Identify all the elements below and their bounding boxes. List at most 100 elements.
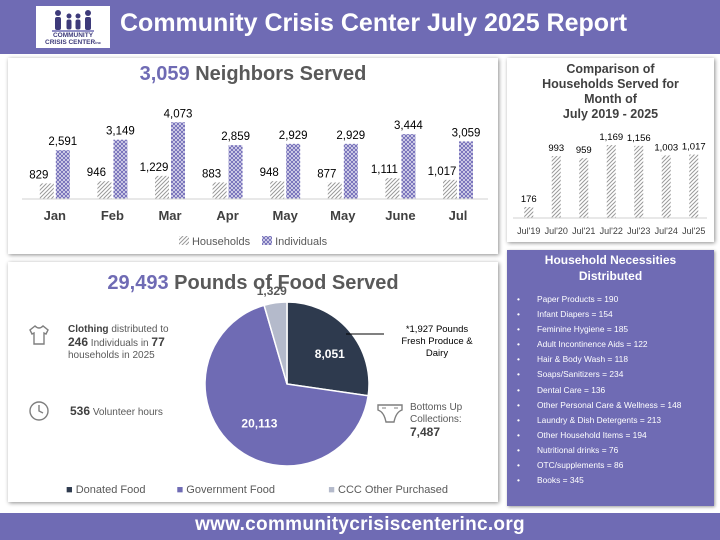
year-tick-label: Jul'22 bbox=[600, 226, 623, 236]
list-item: Other Household Items = 194 bbox=[507, 428, 714, 443]
legend-donated: ■ Donated Food bbox=[66, 484, 146, 496]
july-bar bbox=[551, 156, 561, 218]
individuals-data-label: 2,929 bbox=[279, 130, 308, 142]
individuals-data-label: 3,149 bbox=[106, 126, 135, 138]
list-item: Feminine Hygiene = 185 bbox=[507, 322, 714, 337]
individuals-bar bbox=[343, 143, 358, 199]
list-item: Nutritional drinks = 76 bbox=[507, 443, 714, 458]
clothing-stat: Clothing distributed to 246 Individuals … bbox=[68, 324, 169, 361]
households-data-label: 948 bbox=[260, 167, 279, 179]
july-bar bbox=[524, 207, 534, 218]
comparison-title: Comparison of Households Served for Mont… bbox=[542, 62, 679, 121]
month-tick-label: Jul bbox=[449, 208, 468, 223]
month-tick-label: Mar bbox=[158, 208, 181, 223]
households-data-label: 1,017 bbox=[428, 166, 457, 178]
individuals-data-label: 2,591 bbox=[48, 136, 77, 148]
website-url[interactable]: www.communitycrisiscenterinc.org bbox=[195, 514, 525, 535]
july-bar bbox=[579, 158, 589, 218]
july-comparison-panel: Comparison of Households Served for Mont… bbox=[507, 58, 714, 242]
header-banner: COMMUNITY CRISIS CENTERinc Community Cri… bbox=[0, 0, 720, 54]
food-legend: ■ Donated Food ■ Government Food ■ CCC O… bbox=[66, 480, 496, 498]
households-bar bbox=[385, 178, 400, 199]
bottoms-up-stat: Bottoms Up Collections: 7,487 bbox=[410, 402, 463, 439]
legend-government: ■ Government Food bbox=[176, 484, 275, 496]
produce-callout: *1,927 Pounds Fresh Produce & Dairy bbox=[401, 324, 473, 359]
logo-text: COMMUNITY CRISIS CENTERinc bbox=[45, 32, 101, 46]
shirt-icon bbox=[29, 325, 49, 345]
month-tick-label: June bbox=[385, 208, 415, 223]
pie-slice bbox=[263, 301, 288, 385]
pie-slice bbox=[204, 304, 369, 467]
households-bar bbox=[97, 181, 112, 199]
pie-data-label: 20,113 bbox=[241, 417, 277, 431]
individuals-data-label: 4,073 bbox=[164, 108, 193, 120]
individuals-bar bbox=[171, 122, 185, 199]
july-data-label: 993 bbox=[548, 143, 564, 154]
households-bar bbox=[443, 179, 457, 199]
households-data-label: 829 bbox=[29, 169, 48, 181]
food-served-panel: 29,493 Pounds of Food Served 8,051 20,113… bbox=[8, 262, 498, 502]
food-pie-chart: 8,051 20,113 1,329 bbox=[204, 284, 384, 467]
households-data-label: 883 bbox=[202, 168, 221, 180]
neighbors-served-panel: 3,059 Neighbors Served 829 2,591 Jan 946 3,1… bbox=[8, 58, 498, 254]
households-swatch-icon bbox=[178, 236, 189, 245]
list-item: Other Personal Care & Wellness = 148 bbox=[507, 398, 714, 413]
july-data-label: 959 bbox=[576, 145, 592, 156]
july-bar bbox=[606, 145, 616, 218]
year-tick-label: Jul'21 bbox=[572, 226, 595, 236]
july-bar bbox=[689, 154, 699, 218]
legend-households: Households bbox=[178, 236, 253, 248]
households-bar bbox=[212, 182, 227, 199]
clock-icon bbox=[29, 401, 49, 421]
food-total: 29,493 bbox=[107, 272, 169, 294]
households-data-label: 946 bbox=[87, 167, 106, 179]
households-bar bbox=[327, 182, 342, 199]
year-tick-label: Jul'23 bbox=[627, 226, 650, 236]
households-bar bbox=[155, 175, 169, 199]
individuals-data-label: 2,859 bbox=[221, 131, 250, 143]
july-bar bbox=[634, 145, 644, 218]
households-bar bbox=[270, 181, 285, 199]
monthly-legend: Households Individuals bbox=[8, 232, 498, 250]
family-logo-icon bbox=[52, 10, 94, 32]
individuals-data-label: 3,444 bbox=[394, 120, 423, 132]
pie-data-label: 8,051 bbox=[315, 347, 345, 361]
households-data-label: 877 bbox=[317, 168, 336, 180]
list-item: Paper Products = 190 bbox=[507, 292, 714, 307]
year-tick-label: Jul'19 bbox=[517, 226, 540, 236]
individuals-data-label: 2,929 bbox=[336, 130, 365, 142]
month-tick-label: May bbox=[330, 208, 356, 223]
list-item: Books = 345 bbox=[507, 473, 714, 488]
month-tick-label: Jan bbox=[44, 208, 66, 223]
necessities-title: Household Necessities Distributed bbox=[544, 253, 677, 283]
footer-banner: www.communitycrisiscenterinc.org bbox=[0, 513, 720, 540]
legend-other: ■ CCC Other Purchased bbox=[328, 484, 449, 496]
neighbors-label: Neighbors Served bbox=[195, 63, 367, 85]
necessities-list: Paper Products = 190 Infant Diapers = 15… bbox=[507, 292, 714, 488]
households-data-label: 1,111 bbox=[371, 164, 398, 176]
logo: COMMUNITY CRISIS CENTERinc bbox=[36, 6, 110, 48]
pie-data-label: 1,329 bbox=[257, 284, 287, 298]
page-title: Community Crisis Center July 2025 Report bbox=[120, 9, 628, 37]
individuals-bar bbox=[286, 143, 301, 199]
july-bar bbox=[661, 155, 671, 218]
list-item: OTC/supplements = 86 bbox=[507, 458, 714, 473]
individuals-bar bbox=[459, 141, 473, 199]
households-bar bbox=[39, 183, 54, 199]
july-data-label: 176 bbox=[521, 194, 537, 205]
list-item: Laundry & Dish Detergents = 213 bbox=[507, 413, 714, 428]
individuals-bar bbox=[55, 150, 70, 199]
diaper-icon bbox=[377, 404, 403, 423]
individuals-bar bbox=[113, 139, 128, 199]
month-tick-label: Feb bbox=[101, 208, 124, 223]
list-item: Dental Care = 136 bbox=[507, 383, 714, 398]
july-data-label: 1,017 bbox=[682, 142, 706, 153]
year-tick-label: Jul'24 bbox=[655, 226, 678, 236]
year-tick-label: Jul'25 bbox=[682, 226, 705, 236]
volunteer-stat: 536 Volunteer hours bbox=[70, 404, 163, 418]
individuals-bar bbox=[401, 134, 416, 199]
july-data-label: 1,003 bbox=[654, 142, 678, 153]
food-label: Pounds of Food Served bbox=[174, 272, 399, 294]
year-tick-label: Jul'20 bbox=[545, 226, 568, 236]
july-comparison-chart: 176 Jul'19 993 Jul'20 959 Jul'21 1,169 Jul'22 1,… bbox=[513, 132, 707, 236]
